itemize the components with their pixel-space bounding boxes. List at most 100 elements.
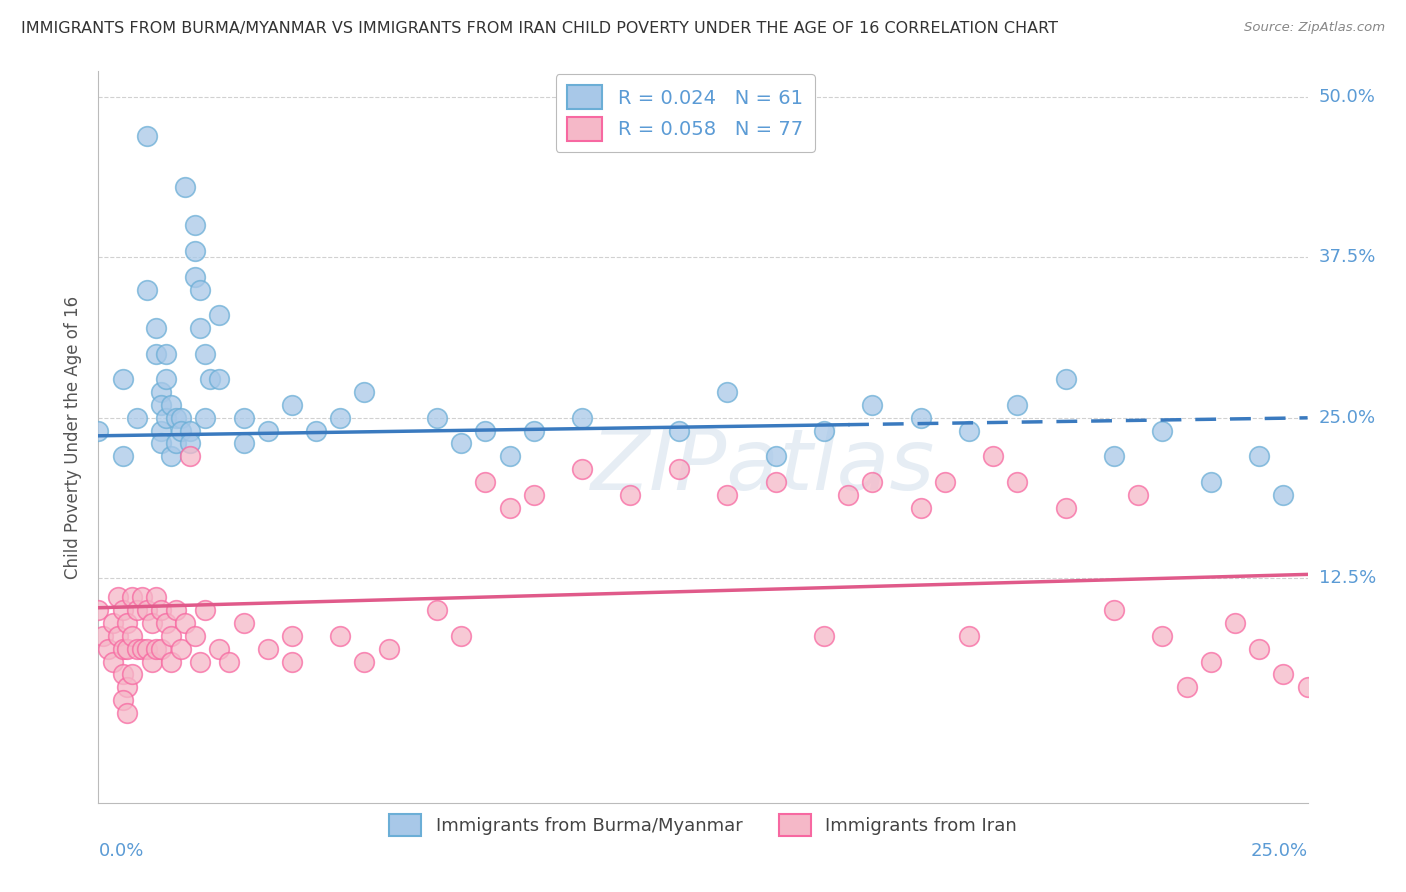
Point — [91, 629, 114, 643]
Point — [135, 283, 157, 297]
Point — [87, 424, 110, 438]
Point — [474, 424, 496, 438]
Point — [174, 616, 197, 631]
Text: 25.0%: 25.0% — [1250, 842, 1308, 860]
Point — [1249, 450, 1271, 464]
Point — [145, 641, 167, 656]
Point — [813, 629, 835, 643]
Point — [498, 450, 520, 464]
Point — [208, 372, 231, 386]
Text: Source: ZipAtlas.com: Source: ZipAtlas.com — [1244, 21, 1385, 34]
Point — [155, 410, 177, 425]
Point — [111, 693, 134, 707]
Point — [117, 681, 139, 695]
Point — [131, 641, 153, 656]
Point — [169, 410, 191, 425]
Point — [1272, 667, 1295, 681]
Point — [1128, 488, 1150, 502]
Point — [716, 488, 738, 502]
Point — [155, 616, 177, 631]
Point — [117, 641, 139, 656]
Point — [353, 385, 375, 400]
Point — [194, 410, 217, 425]
Point — [111, 450, 134, 464]
Point — [160, 450, 183, 464]
Point — [1007, 475, 1029, 489]
Point — [281, 398, 304, 412]
Point — [184, 269, 207, 284]
Point — [165, 603, 187, 617]
Point — [571, 462, 593, 476]
Point — [619, 488, 641, 502]
Point — [716, 385, 738, 400]
Point — [107, 591, 129, 605]
Point — [1249, 641, 1271, 656]
Point — [860, 475, 883, 489]
Point — [179, 424, 201, 438]
Text: ZIPatlas: ZIPatlas — [592, 425, 935, 508]
Point — [426, 603, 449, 617]
Point — [1296, 681, 1319, 695]
Point — [198, 372, 221, 386]
Point — [1054, 372, 1077, 386]
Point — [188, 655, 211, 669]
Point — [1007, 398, 1029, 412]
Point — [188, 283, 211, 297]
Point — [127, 641, 149, 656]
Point — [1102, 450, 1125, 464]
Point — [1272, 488, 1295, 502]
Point — [910, 410, 932, 425]
Point — [765, 475, 787, 489]
Point — [184, 244, 207, 258]
Point — [1175, 681, 1198, 695]
Point — [101, 616, 124, 631]
Point — [145, 591, 167, 605]
Point — [121, 629, 143, 643]
Point — [155, 372, 177, 386]
Point — [305, 424, 328, 438]
Point — [910, 500, 932, 515]
Point — [353, 655, 375, 669]
Point — [87, 603, 110, 617]
Point — [256, 424, 278, 438]
Point — [121, 667, 143, 681]
Point — [150, 436, 173, 450]
Point — [117, 706, 139, 720]
Point — [232, 436, 254, 450]
Point — [1054, 500, 1077, 515]
Text: IMMIGRANTS FROM BURMA/MYANMAR VS IMMIGRANTS FROM IRAN CHILD POVERTY UNDER THE AG: IMMIGRANTS FROM BURMA/MYANMAR VS IMMIGRA… — [21, 21, 1059, 36]
Text: 0.0%: 0.0% — [98, 842, 143, 860]
Point — [101, 655, 124, 669]
Point — [150, 398, 173, 412]
Point — [150, 424, 173, 438]
Point — [117, 616, 139, 631]
Point — [668, 424, 690, 438]
Point — [160, 629, 183, 643]
Point — [169, 424, 191, 438]
Point — [813, 424, 835, 438]
Point — [155, 346, 177, 360]
Point — [135, 641, 157, 656]
Point — [111, 603, 134, 617]
Point — [150, 385, 173, 400]
Text: 12.5%: 12.5% — [1319, 569, 1376, 587]
Point — [135, 128, 157, 143]
Point — [165, 410, 187, 425]
Point — [127, 410, 149, 425]
Point — [208, 308, 231, 322]
Point — [135, 603, 157, 617]
Point — [765, 450, 787, 464]
Point — [450, 629, 472, 643]
Point — [208, 641, 231, 656]
Point — [127, 603, 149, 617]
Point — [571, 410, 593, 425]
Point — [150, 603, 173, 617]
Point — [837, 488, 859, 502]
Point — [981, 450, 1004, 464]
Point — [450, 436, 472, 450]
Point — [169, 641, 191, 656]
Point — [523, 424, 546, 438]
Point — [668, 462, 690, 476]
Point — [329, 629, 352, 643]
Point — [174, 179, 197, 194]
